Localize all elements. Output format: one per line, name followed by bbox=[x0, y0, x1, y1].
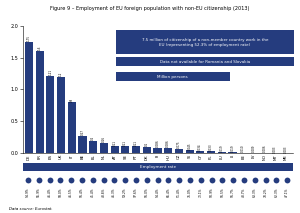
Text: 46.5%: 46.5% bbox=[69, 187, 73, 197]
Text: Figure 9 – Employment of EU foreign population with non-EU citizenship (2013): Figure 9 – Employment of EU foreign popu… bbox=[50, 6, 250, 11]
Text: 0.006: 0.006 bbox=[262, 145, 267, 152]
Text: 50.9%: 50.9% bbox=[209, 187, 214, 197]
Bar bbox=[68, 102, 76, 153]
Text: 0.11: 0.11 bbox=[123, 140, 128, 146]
Text: Data source: Eurostat.: Data source: Eurostat. bbox=[9, 207, 52, 211]
Text: 56.4%: 56.4% bbox=[80, 187, 84, 197]
Text: 51.4%: 51.4% bbox=[177, 187, 181, 197]
Text: 65.4%: 65.4% bbox=[166, 187, 170, 197]
Text: 0.034: 0.034 bbox=[198, 143, 203, 151]
Bar bbox=[89, 141, 97, 153]
Text: 63.3%: 63.3% bbox=[253, 187, 257, 197]
Text: 0.075: 0.075 bbox=[177, 140, 181, 148]
Text: 47.1%: 47.1% bbox=[285, 187, 289, 197]
Text: 0.11: 0.11 bbox=[134, 140, 138, 146]
Bar bbox=[111, 146, 119, 153]
Text: 0.16: 0.16 bbox=[102, 137, 106, 142]
Bar bbox=[175, 149, 183, 153]
Bar bbox=[229, 152, 236, 153]
Text: 1.2: 1.2 bbox=[59, 72, 63, 76]
Text: 1.75: 1.75 bbox=[27, 35, 31, 41]
Text: 54.4%: 54.4% bbox=[155, 187, 160, 197]
Text: 0.019: 0.019 bbox=[220, 144, 224, 151]
Text: 56.5%: 56.5% bbox=[220, 187, 224, 197]
Bar bbox=[186, 150, 194, 153]
Text: 1.6: 1.6 bbox=[38, 46, 42, 50]
Bar bbox=[36, 51, 44, 153]
Text: 0.003: 0.003 bbox=[273, 145, 278, 153]
Bar bbox=[154, 148, 161, 153]
Text: 55.9%: 55.9% bbox=[37, 187, 41, 197]
Bar bbox=[196, 151, 204, 153]
Text: 0.27: 0.27 bbox=[80, 130, 85, 135]
Text: Data not available for Romania and Slovakia: Data not available for Romania and Slova… bbox=[160, 60, 250, 63]
Text: 46.4%: 46.4% bbox=[47, 187, 52, 197]
Text: Employment rate: Employment rate bbox=[140, 165, 175, 169]
Bar bbox=[132, 146, 140, 153]
Text: 0.009: 0.009 bbox=[252, 145, 256, 152]
Text: 0.086: 0.086 bbox=[155, 140, 160, 147]
Bar bbox=[57, 77, 65, 153]
Text: 0.010: 0.010 bbox=[241, 145, 245, 152]
Text: 97.6%: 97.6% bbox=[134, 187, 138, 197]
Text: 59.2%: 59.2% bbox=[123, 187, 127, 197]
Bar bbox=[46, 76, 54, 153]
Text: 0.045: 0.045 bbox=[188, 142, 192, 150]
Text: 56.0%: 56.0% bbox=[145, 187, 149, 197]
Text: 48.7%: 48.7% bbox=[242, 187, 246, 197]
Text: 0.019: 0.019 bbox=[230, 144, 235, 151]
Bar bbox=[207, 151, 215, 153]
Text: 56.7%: 56.7% bbox=[231, 187, 235, 197]
Text: 73.1%: 73.1% bbox=[199, 187, 203, 197]
Text: 58.0%: 58.0% bbox=[58, 187, 62, 197]
Bar bbox=[143, 147, 151, 153]
Text: 7.5 million of citizenship of a non-member country work in the
EU (representing : 7.5 million of citizenship of a non-memb… bbox=[142, 38, 268, 46]
Bar bbox=[79, 136, 86, 153]
Bar bbox=[121, 146, 129, 153]
Text: 0.11: 0.11 bbox=[112, 140, 117, 146]
Text: 0.003: 0.003 bbox=[284, 145, 288, 153]
Bar bbox=[164, 148, 172, 153]
Text: 76.0%: 76.0% bbox=[188, 187, 192, 197]
Text: 62.3%: 62.3% bbox=[274, 187, 278, 197]
Text: 48.8%: 48.8% bbox=[101, 187, 106, 197]
Text: 0.1: 0.1 bbox=[145, 142, 149, 146]
Text: 45.4%: 45.4% bbox=[91, 187, 95, 197]
Bar bbox=[100, 143, 108, 153]
Text: 54.9%: 54.9% bbox=[26, 187, 30, 197]
Text: 0.086: 0.086 bbox=[166, 140, 170, 147]
Text: 46.3%: 46.3% bbox=[112, 187, 116, 197]
Text: 1.21: 1.21 bbox=[48, 69, 52, 75]
Bar bbox=[218, 152, 226, 153]
Text: 0.8: 0.8 bbox=[70, 97, 74, 102]
Bar bbox=[25, 42, 33, 153]
Text: 0.2: 0.2 bbox=[91, 136, 95, 140]
Text: 0.033: 0.033 bbox=[209, 143, 213, 151]
Text: Million persons: Million persons bbox=[157, 75, 188, 79]
Text: 70.2%: 70.2% bbox=[263, 187, 268, 197]
